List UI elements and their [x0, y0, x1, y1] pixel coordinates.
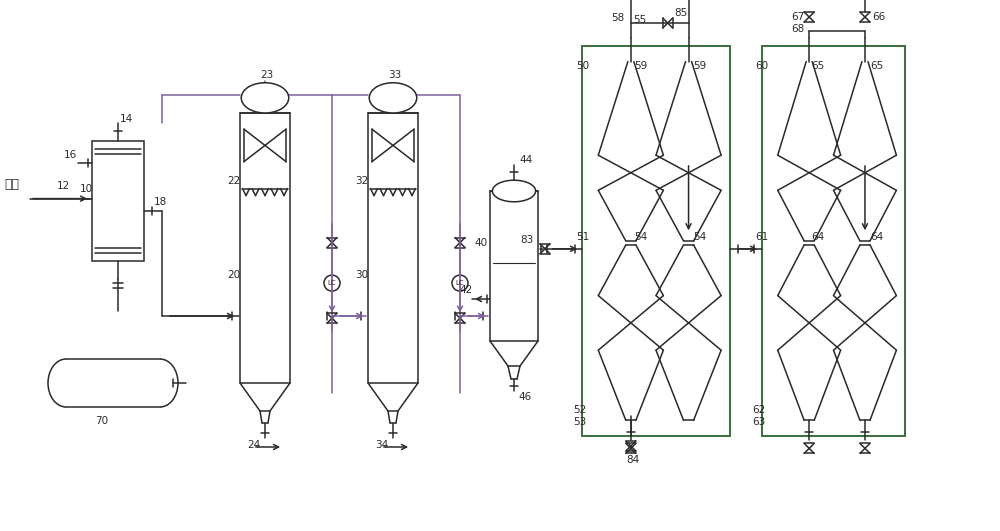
Text: 50: 50 [576, 61, 589, 71]
Text: 60: 60 [756, 61, 769, 71]
Text: 42: 42 [459, 285, 472, 295]
Text: 30: 30 [355, 270, 368, 280]
Text: 20: 20 [227, 270, 240, 280]
Text: 12: 12 [57, 181, 70, 191]
Text: 66: 66 [872, 12, 885, 22]
Text: 54: 54 [634, 232, 647, 242]
Text: 85: 85 [675, 8, 688, 18]
Text: 67: 67 [791, 12, 804, 22]
Text: 53: 53 [573, 417, 587, 427]
Ellipse shape [241, 83, 289, 113]
Bar [92, 141, 144, 261]
Text: 14: 14 [120, 114, 133, 124]
Text: 62: 62 [753, 405, 766, 415]
Text: 65: 65 [870, 61, 883, 71]
Text: LC: LC [328, 280, 336, 286]
Text: 65: 65 [812, 61, 825, 71]
Text: 52: 52 [573, 405, 587, 415]
Text: 63: 63 [753, 417, 766, 427]
Text: 59: 59 [634, 61, 647, 71]
Text: 32: 32 [355, 176, 368, 185]
Text: LC: LC [456, 280, 464, 286]
Text: 83: 83 [520, 235, 533, 245]
Bar [762, 46, 905, 436]
Text: 61: 61 [756, 232, 769, 242]
Text: 55: 55 [633, 15, 646, 25]
Text: 59: 59 [694, 61, 707, 71]
Text: 64: 64 [870, 232, 883, 242]
Text: 23: 23 [260, 70, 273, 80]
Text: 46: 46 [518, 392, 531, 402]
Text: 18: 18 [154, 196, 167, 207]
Text: 70: 70 [95, 416, 108, 426]
Text: 68: 68 [791, 24, 804, 34]
Text: 44: 44 [519, 155, 532, 165]
Text: 22: 22 [227, 176, 240, 185]
Text: 54: 54 [694, 232, 707, 242]
Text: 64: 64 [812, 232, 825, 242]
Text: 34: 34 [375, 440, 388, 450]
Bar [490, 191, 538, 341]
Ellipse shape [369, 83, 417, 113]
Bar [240, 113, 290, 383]
Bar [582, 46, 730, 436]
Text: 58: 58 [611, 13, 624, 23]
Text: 尾气: 尾气 [4, 178, 19, 191]
Text: 33: 33 [388, 70, 401, 80]
Text: 84: 84 [626, 455, 639, 465]
Bar [368, 113, 418, 383]
Ellipse shape [492, 180, 536, 202]
Text: 16: 16 [64, 150, 77, 160]
Text: 51: 51 [576, 232, 590, 242]
Text: 40: 40 [474, 238, 487, 249]
Text: 24: 24 [247, 440, 260, 450]
Text: 10: 10 [80, 184, 93, 194]
